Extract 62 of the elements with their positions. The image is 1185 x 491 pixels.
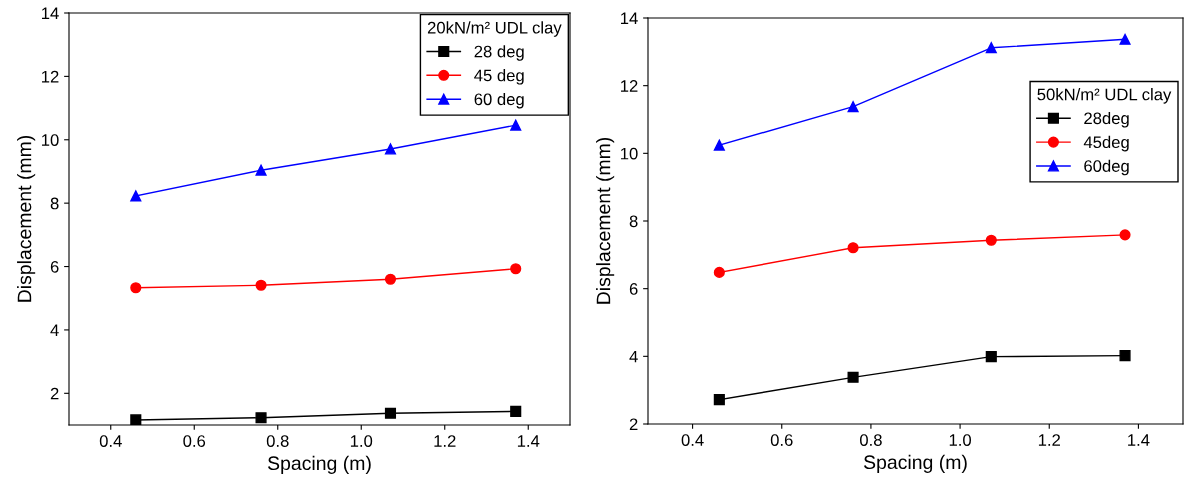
point <box>847 371 859 383</box>
point <box>1119 229 1131 241</box>
x-axis-title: Spacing (m) <box>863 454 967 473</box>
y-tick-label: 14 <box>42 7 59 20</box>
point <box>510 263 522 275</box>
y-tick-label: 6 <box>629 283 638 295</box>
y-tick-label: 2 <box>50 387 59 400</box>
point <box>255 412 267 424</box>
x-tick-label: 0.8 <box>266 435 289 447</box>
point <box>384 407 397 419</box>
y-axis-title: Displacement (mm) <box>596 137 615 304</box>
legend-label: 45deg <box>1083 135 1129 152</box>
point <box>713 266 725 278</box>
x-tick-label: 0.4 <box>681 434 704 446</box>
x-tick-label: 0.6 <box>770 434 793 446</box>
y-tick-label: 2 <box>629 418 638 431</box>
point <box>985 234 997 246</box>
point <box>130 414 142 425</box>
point <box>713 139 725 151</box>
point <box>713 394 725 406</box>
x-tick-label: 1.4 <box>517 435 540 447</box>
y-tick-label: 6 <box>50 260 59 273</box>
y-tick-label: 8 <box>50 197 59 210</box>
x-tick-label: 1.0 <box>949 434 972 446</box>
point <box>384 273 397 285</box>
x-tick-label: 1.2 <box>1038 434 1060 446</box>
x-axis-title: Spacing (m) <box>267 455 371 474</box>
legend-label: 28deg <box>1084 111 1129 128</box>
legend-title: 20kN/m² UDL clay <box>427 21 562 37</box>
point <box>130 282 142 294</box>
y-axis-title: Displacement (mm) <box>17 135 36 302</box>
x-tick-label: 0.8 <box>859 434 882 446</box>
x-tick-label: 0.4 <box>99 435 122 447</box>
y-tick-label: 14 <box>621 12 638 25</box>
legend-label: 60deg <box>1084 159 1129 176</box>
x-tick-label: 1.4 <box>1128 434 1150 446</box>
point <box>985 42 997 54</box>
y-tick-label: 4 <box>50 324 59 336</box>
y-tick-label: 10 <box>42 134 59 146</box>
point <box>255 164 267 176</box>
y-tick-label: 10 <box>621 147 638 160</box>
point <box>1119 33 1131 45</box>
legend-label: 28 deg <box>474 45 524 61</box>
point <box>847 101 859 113</box>
y-tick-label: 12 <box>621 80 638 92</box>
x-tick-label: 1.0 <box>350 435 373 447</box>
point <box>510 119 522 131</box>
point <box>1119 350 1131 362</box>
legend-title: 50kN/m² UDL clay <box>1037 88 1172 104</box>
point <box>847 242 859 254</box>
point <box>255 279 267 291</box>
y-tick-label: 4 <box>629 350 638 363</box>
x-tick-label: 0.6 <box>183 435 206 447</box>
legend-label: 60 deg <box>474 92 524 109</box>
y-tick-label: 8 <box>629 215 638 228</box>
point <box>130 190 142 202</box>
y-tick-label: 12 <box>42 70 59 83</box>
point <box>985 351 997 363</box>
legend-label: 45 deg <box>474 69 524 85</box>
point <box>384 143 397 155</box>
point <box>510 405 522 417</box>
x-tick-label: 1.2 <box>434 435 456 447</box>
